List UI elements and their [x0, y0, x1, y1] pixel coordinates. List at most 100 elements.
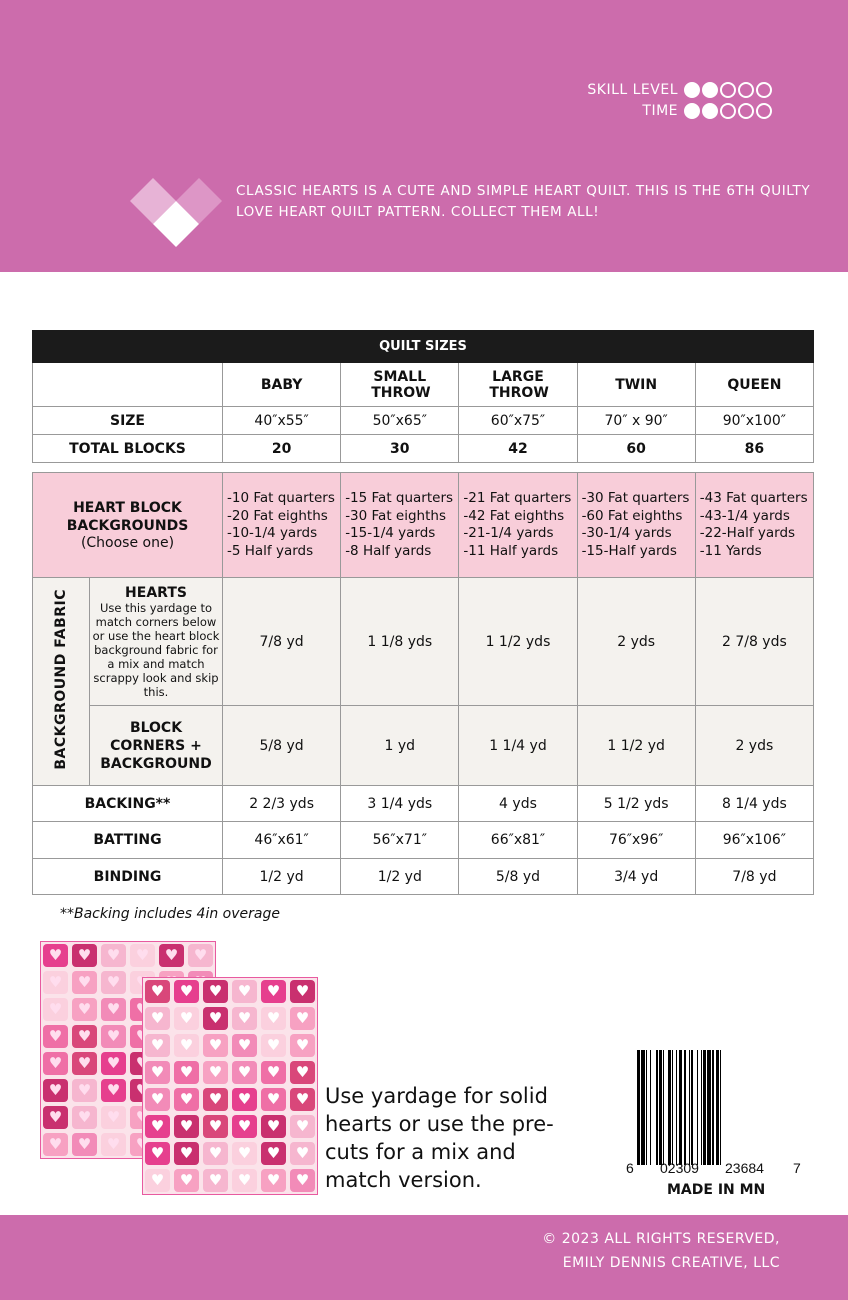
heart-block-icon: ♥	[72, 998, 97, 1021]
empty-dot-icon	[738, 82, 754, 98]
background-fabric-label: BACKGROUND FABRIC	[32, 577, 90, 786]
heart-block-icon: ♥	[174, 1034, 199, 1057]
barcode-bar	[682, 1050, 684, 1165]
heart-block-icon: ♥	[261, 1007, 286, 1030]
barcode-digits-left: 02309	[660, 1160, 699, 1176]
barcode-bar	[696, 1050, 698, 1165]
heart-block-icon: ♥	[145, 1088, 170, 1111]
heart-block-icon: ♥	[232, 1088, 257, 1111]
heart-block-icon: ♥	[232, 1115, 257, 1138]
heart-block-icon: ♥	[43, 971, 68, 994]
heart-block-icon: ♥	[72, 971, 97, 994]
heart-block-icon: ♥	[72, 1052, 97, 1075]
empty-dot-icon	[720, 82, 736, 98]
skill-level: SKILL LEVEL	[587, 82, 772, 98]
barcode-bar	[646, 1050, 648, 1165]
barcode-bar	[712, 1050, 714, 1165]
barcode-bar	[661, 1050, 663, 1165]
batting-row: BATTING 46″x61″ 56″x71″ 66″x81″ 76″x96″ 96″x…	[32, 821, 815, 859]
heart-block-icon: ♥	[145, 1169, 170, 1192]
barcode-bar	[686, 1050, 689, 1165]
barcode-bar	[677, 1050, 679, 1165]
quilt-image-solid: ♥ ♥ ♥ ♥ ♥ ♥ ♥ ♥ ♥ ♥ ♥ ♥ ♥ ♥ ♥ ♥ ♥ ♥ ♥ ♥ ♥ ♥ ♥ ♥ ♥ ♥ ♥ ♥ ♥ ♥ ♥ ♥ ♥ ♥ ♥ ♥ ♥ ♥ ♥ ♥…	[142, 977, 318, 1195]
filled-dot-icon	[702, 82, 718, 98]
quilt-sizes-title: QUILT SIZES	[32, 330, 814, 363]
heart-block-icon: ♥	[174, 980, 199, 1003]
made-in-label: MADE IN MN	[667, 1182, 766, 1198]
barcode-bar	[651, 1050, 657, 1165]
barcode-bar	[716, 1050, 719, 1165]
heart-block-icon: ♥	[174, 1115, 199, 1138]
backing-row: BACKING** 2 2/3 yds 3 1/4 yds 4 yds 5 1/2 y…	[32, 785, 815, 822]
heart-block-icon: ♥	[174, 1142, 199, 1165]
binding-row: BINDING 1/2 yd 1/2 yd 5/8 yd 3/4 yd 7/8 yd	[32, 858, 815, 895]
empty-dot-icon	[756, 82, 772, 98]
barcode-digit-check: 7	[793, 1160, 801, 1176]
empty-dot-icon	[720, 103, 736, 119]
heart-block-icon: ♥	[261, 1061, 286, 1084]
barcode-bar	[701, 1050, 704, 1165]
heart-block-icon: ♥	[145, 1061, 170, 1084]
heart-block-icon: ♥	[261, 1088, 286, 1111]
heart-bg-options: -43 Fat quarters -43-1/4 yards -22-Half ya…	[694, 472, 815, 578]
heart-block-icon: ♥	[232, 1034, 257, 1057]
heart-block-icon: ♥	[145, 1007, 170, 1030]
heart-block-icon: ♥	[290, 1061, 315, 1084]
col-twin: TWIN	[576, 362, 696, 407]
heart-block-icon: ♥	[261, 1034, 286, 1057]
heart-bg-row: HEART BLOCK BACKGROUNDS (Choose one) -10 …	[32, 472, 815, 578]
heart-block-icon: ♥	[101, 944, 126, 967]
barcode-bar	[720, 1050, 722, 1165]
heart-block-icon: ♥	[232, 1007, 257, 1030]
heart-bg-options: -30 Fat quarters -60 Fat eighths -30-1/4 y…	[576, 472, 696, 578]
col-queen: QUEEN	[694, 362, 815, 407]
col-small-throw: SMALL THROW	[340, 362, 460, 407]
heart-block-icon: ♥	[43, 1052, 68, 1075]
time-level: TIME	[642, 103, 772, 119]
barcode-bar	[683, 1050, 687, 1165]
barcode-digits-right: 23684	[725, 1160, 764, 1176]
heart-block-icon: ♥	[290, 980, 315, 1003]
heart-block-icon: ♥	[101, 1106, 126, 1129]
heart-block-icon: ♥	[72, 1079, 97, 1102]
total-blocks-row: TOTAL BLOCKS 20 30 42 60 86	[32, 434, 815, 463]
heart-block-icon: ♥	[174, 1169, 199, 1192]
company-name: EMILY DENNIS CREATIVE, LLC	[562, 1255, 780, 1271]
heart-block-icon: ♥	[174, 1007, 199, 1030]
heart-block-icon: ♥	[203, 1034, 228, 1057]
fabric-requirements-table: HEART BLOCK BACKGROUNDS (Choose one) -10 …	[32, 472, 815, 895]
barcode-bar	[675, 1050, 678, 1165]
col-baby: BABY	[221, 362, 342, 407]
corners-row: BLOCK CORNERS + BACKGROUND 5/8 yd 1 yd 1 1…	[33, 705, 815, 786]
heart-block-icon: ♥	[261, 980, 286, 1003]
heart-block-icon: ♥	[72, 1133, 97, 1156]
header-band: SKILL LEVEL TIME CLASSIC HEARTS IS A CUT…	[0, 0, 848, 272]
barcode-bar	[647, 1050, 650, 1165]
heart-block-icon: ♥	[72, 1106, 97, 1129]
heart-block-icon: ♥	[101, 1052, 126, 1075]
heart-block-icon: ♥	[188, 944, 213, 967]
empty-dot-icon	[756, 103, 772, 119]
heart-block-icon: ♥	[43, 1106, 68, 1129]
skill-dots	[684, 82, 772, 98]
backing-note: **Backing includes 4in overage	[60, 906, 280, 922]
heart-block-icon: ♥	[290, 1142, 315, 1165]
barcode-bar	[710, 1050, 713, 1165]
size-row: SIZE 40″x55″ 50″x65″ 60″x75″ 70″ x 90″ 90″x1…	[32, 406, 815, 435]
barcode-bar	[639, 1050, 641, 1165]
copyright: © 2023 ALL RIGHTS RESERVED,	[542, 1231, 780, 1247]
barcode-bar	[673, 1050, 676, 1165]
quilt-sizes-table: QUILT SIZES BABY SMALL THROW LARGE THROW…	[32, 330, 815, 463]
barcode-bar	[721, 1050, 723, 1165]
skill-label: SKILL LEVEL	[587, 82, 678, 98]
filled-dot-icon	[684, 103, 700, 119]
time-dots	[684, 103, 772, 119]
heart-block-icon: ♥	[261, 1169, 286, 1192]
filled-dot-icon	[702, 103, 718, 119]
barcode-bar	[649, 1050, 652, 1165]
heart-block-icon: ♥	[174, 1088, 199, 1111]
heart-block-icon: ♥	[145, 1142, 170, 1165]
barcode-bar	[718, 1050, 720, 1165]
barcode-bar	[657, 1050, 660, 1165]
barcode-bar	[691, 1050, 693, 1165]
